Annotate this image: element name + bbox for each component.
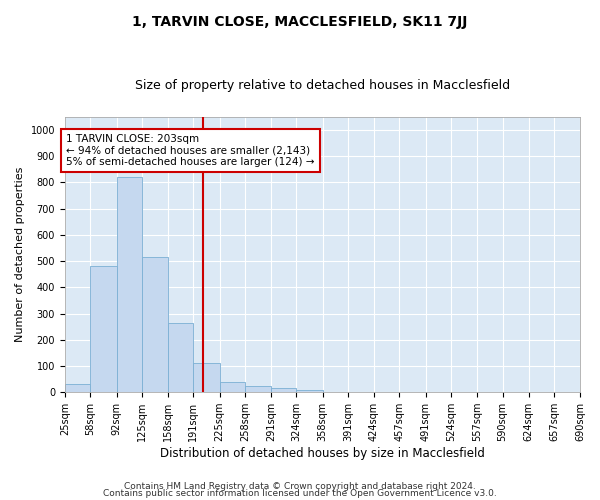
Text: 1, TARVIN CLOSE, MACCLESFIELD, SK11 7JJ: 1, TARVIN CLOSE, MACCLESFIELD, SK11 7JJ — [133, 15, 467, 29]
Title: Size of property relative to detached houses in Macclesfield: Size of property relative to detached ho… — [135, 79, 510, 92]
Bar — [245, 386, 271, 392]
Bar — [168, 322, 193, 392]
Bar — [296, 390, 323, 392]
X-axis label: Distribution of detached houses by size in Macclesfield: Distribution of detached houses by size … — [160, 447, 485, 460]
Text: 1 TARVIN CLOSE: 203sqm
← 94% of detached houses are smaller (2,143)
5% of semi-d: 1 TARVIN CLOSE: 203sqm ← 94% of detached… — [67, 134, 315, 167]
Text: Contains public sector information licensed under the Open Government Licence v3: Contains public sector information licen… — [103, 490, 497, 498]
Bar — [271, 388, 296, 392]
Bar — [91, 266, 116, 392]
Bar — [220, 382, 245, 392]
Text: Contains HM Land Registry data © Crown copyright and database right 2024.: Contains HM Land Registry data © Crown c… — [124, 482, 476, 491]
Bar — [142, 257, 168, 392]
Bar — [193, 364, 220, 392]
Bar — [116, 177, 142, 392]
Bar — [65, 384, 91, 392]
Y-axis label: Number of detached properties: Number of detached properties — [15, 167, 25, 342]
